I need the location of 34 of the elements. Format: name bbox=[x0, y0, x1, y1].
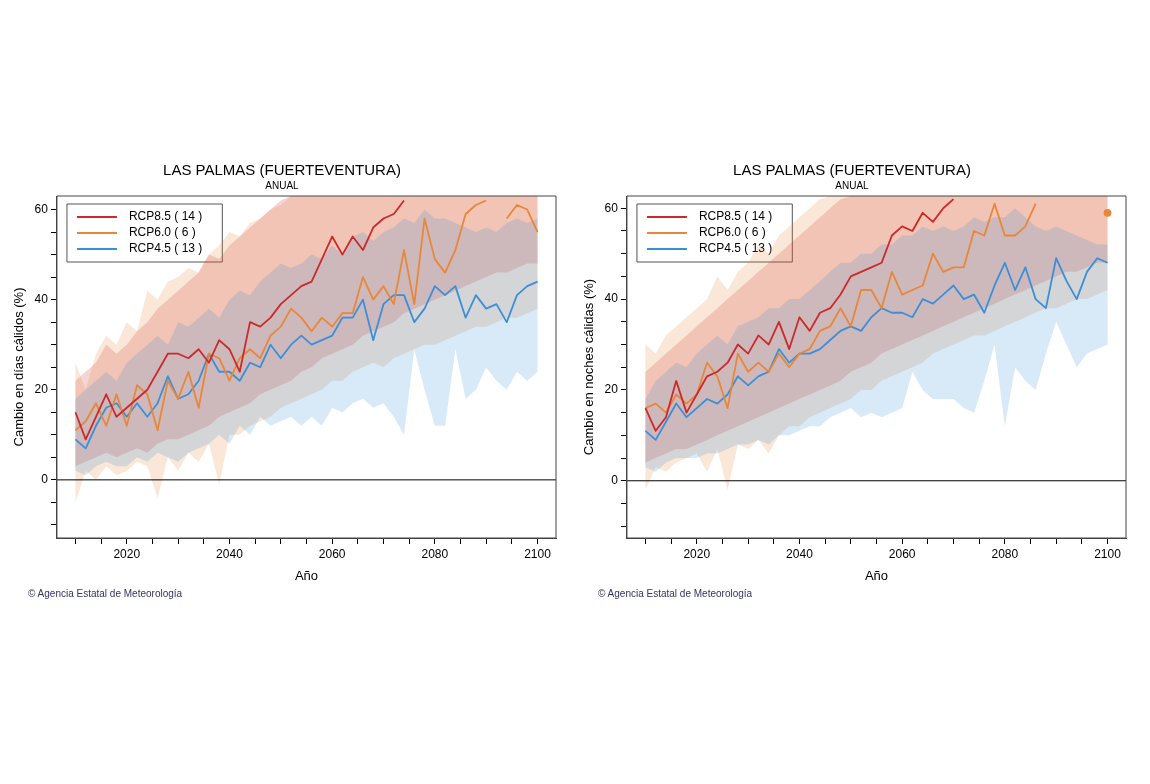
y-axis-title: Cambio en días cálidos (%) bbox=[11, 287, 27, 447]
x-tick-label: 2080 bbox=[991, 546, 1019, 561]
chart-subtitle: ANUAL bbox=[265, 179, 300, 191]
legend-label: RCP6.0 ( 6 ) bbox=[698, 225, 766, 240]
y-tick-label: 0 bbox=[41, 472, 49, 487]
legend-label: RCP4.5 ( 13 ) bbox=[128, 241, 203, 256]
legend-label: RCP6.0 ( 6 ) bbox=[128, 225, 196, 240]
x-tick-label: 2060 bbox=[888, 546, 916, 561]
x-axis-title: Año bbox=[864, 567, 889, 583]
x-tick-label: 2040 bbox=[216, 546, 244, 561]
text: © Agencia Estatal de Meteorología bbox=[28, 588, 184, 599]
chart-subtitle: ANUAL bbox=[835, 179, 870, 191]
legend-label: RCP8.5 ( 14 ) bbox=[698, 209, 773, 224]
y-tick-label: 40 bbox=[34, 291, 49, 306]
x-tick-label: 2100 bbox=[1094, 546, 1122, 561]
y-tick-label: 60 bbox=[604, 200, 619, 215]
chart-title: LAS PALMAS (FUERTEVENTURA) bbox=[163, 161, 401, 179]
text: © Agencia Estatal de Meteorología bbox=[598, 588, 754, 599]
x-tick-label: 2100 bbox=[524, 546, 552, 561]
x-tick-label: 2020 bbox=[683, 546, 711, 561]
chart-title: LAS PALMAS (FUERTEVENTURA) bbox=[733, 161, 971, 179]
y-tick-label: 0 bbox=[611, 473, 619, 488]
y-tick-label: 20 bbox=[604, 382, 619, 397]
x-tick-label: 2080 bbox=[421, 546, 449, 561]
x-tick-label: 2040 bbox=[786, 546, 814, 561]
x-tick-label: 2020 bbox=[113, 546, 141, 561]
y-tick-label: 20 bbox=[34, 382, 49, 397]
x-tick-label: 2060 bbox=[318, 546, 346, 561]
y-tick-label: 40 bbox=[604, 291, 619, 306]
legend-label: RCP4.5 ( 13 ) bbox=[698, 241, 773, 256]
y-tick-label: 60 bbox=[34, 201, 49, 216]
legend-label: RCP8.5 ( 14 ) bbox=[128, 209, 203, 224]
x-axis-title: Año bbox=[294, 567, 319, 583]
y-axis-title: Cambio en noches cálidas (%) bbox=[581, 278, 597, 456]
